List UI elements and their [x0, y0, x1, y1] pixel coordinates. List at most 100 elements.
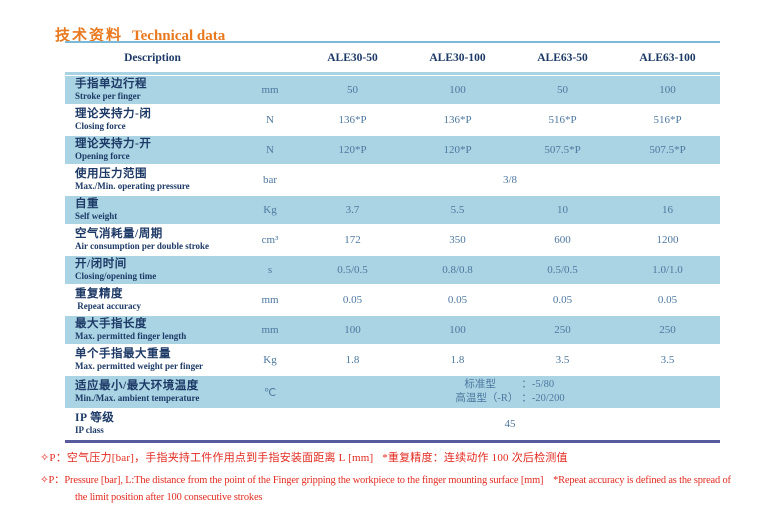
cell-value: 100 [449, 84, 466, 96]
cell-value: 0.5/0.5 [547, 264, 578, 276]
temperature-line: 高温型（-R） ：-20/200 [455, 392, 564, 406]
cell-value: 1.8 [450, 354, 465, 366]
temperature-values: 标准型 ：-5/80 高温型（-R） ：-20/200 [455, 378, 564, 405]
cell-value: 172 [344, 234, 361, 246]
table-row: 理论夹持力-开 Opening force N 120*P 120*P 507.5*P 50… [65, 135, 720, 165]
row-label-english: Repeat accuracy [75, 301, 141, 312]
table-row: 适应最小/最大环境温度 Min./Max. ambient temperature… [65, 375, 720, 409]
table-header-underline [65, 72, 720, 75]
table-row: 空气消耗量/周期 Air consumption per double strok… [65, 225, 720, 255]
cell-value: 120*P [443, 144, 472, 156]
table-row: 单个手指最大重量 Max. permitted weight per finger… [65, 345, 720, 375]
row-label-chinese: 自重 [75, 197, 99, 210]
cell-value: 3.7 [345, 204, 360, 216]
temperature-range: ：-5/80 [521, 379, 555, 391]
cell-value: 136*P [443, 114, 472, 126]
cell-span-value: 3/8 [502, 174, 518, 186]
row-label-chinese: IP 等级 [75, 411, 115, 424]
row-label-english: Closing force [75, 121, 126, 132]
cell-value: 16 [662, 204, 673, 216]
row-label-english: Closing/opening time [75, 271, 157, 282]
row-label-english: Max./Min. operating pressure [75, 181, 190, 192]
row-label-chinese: 手指单边行程 [75, 77, 147, 90]
cell-value: 600 [554, 234, 571, 246]
temperature-range: ：-20/200 [521, 393, 565, 404]
cell-value: 250 [659, 324, 676, 336]
cell-value: 100 [344, 324, 361, 336]
cell-value: 136*P [338, 114, 367, 126]
row-description: 空气消耗量/周期 Air consumption per double strok… [65, 228, 240, 252]
cell-value: 0.05 [657, 294, 678, 306]
page-title: 技术资料 Technical data [40, 7, 225, 62]
footnote-line: ✧P：Pressure [bar], L:The distance from t… [40, 475, 731, 486]
row-unit: bar [262, 174, 278, 186]
table-top-border [65, 41, 720, 43]
row-description: 理论夹持力-开 Opening force [65, 138, 240, 162]
cell-value: 1200 [656, 234, 679, 246]
cell-value: 3.5 [660, 354, 675, 366]
row-unit: Kg [263, 204, 277, 216]
cell-value: 100 [659, 84, 676, 96]
page-title-chinese: 技术资料 [55, 28, 124, 44]
cell-value: 1.8 [345, 354, 360, 366]
table-body: 手指单边行程 Stroke per finger mm 50 100 50 100 理论夹持力… [65, 75, 720, 439]
row-unit: cm³ [261, 234, 279, 246]
table-row: 最大手指长度 Max. permitted finger length mm 100 1… [65, 315, 720, 345]
row-description: 开/闭时间 Closing/opening time [65, 258, 240, 282]
cell-value: 50 [557, 84, 568, 96]
cell-value: 350 [449, 234, 466, 246]
table-row: 理论夹持力-闭 Closing force N 136*P 136*P 516*P 516*… [65, 105, 720, 135]
cell-value: 507.5*P [544, 144, 581, 156]
row-label-english: Max. permitted weight per finger [75, 361, 204, 372]
table-header-row: Description ALE30-50 ALE30-100 ALE63-50 ALE6… [65, 43, 720, 72]
row-unit: N [266, 144, 274, 156]
temperature-type-label: 高温型（-R） [455, 393, 519, 404]
row-label-chinese: 使用压力范围 [75, 167, 147, 180]
row-unit: Kg [263, 354, 277, 366]
table-row: IP 等级 IP class 45 [65, 409, 720, 439]
row-label-english: Self weight [75, 211, 118, 222]
temperature-line: 标准型 ：-5/80 [455, 378, 564, 392]
column-header-ale63-50: ALE63-50 [537, 51, 588, 64]
row-label-english: Max. permitted finger length [75, 331, 187, 342]
cell-value: 0.5/0.5 [337, 264, 368, 276]
table-row: 自重 Self weight Kg 3.7 5.5 10 16 [65, 195, 720, 225]
cell-value: 507.5*P [649, 144, 686, 156]
cell-value: 50 [347, 84, 358, 96]
column-header-ale63-100: ALE63-100 [639, 51, 696, 64]
row-label-chinese: 最大手指长度 [75, 317, 147, 330]
cell-value: 0.05 [447, 294, 468, 306]
footnote-line: ✧P：空气压力[bar]，手指夹持工件作用点到手指安装面距离 L [mm] *重… [40, 452, 568, 464]
cell-value: 250 [554, 324, 571, 336]
row-description: 使用压力范围 Max./Min. operating pressure [65, 168, 240, 192]
row-label-english: Opening force [75, 151, 130, 162]
row-description: 单个手指最大重量 Max. permitted weight per finger [65, 348, 240, 372]
table-row: 手指单边行程 Stroke per finger mm 50 100 50 100 [65, 75, 720, 105]
row-description: 手指单边行程 Stroke per finger [65, 78, 240, 102]
row-label-chinese: 单个手指最大重量 [75, 347, 171, 360]
cell-value: 3.5 [555, 354, 570, 366]
row-label-english: Air consumption per double stroke [75, 241, 210, 252]
cell-value: 516*P [653, 114, 682, 126]
cell-span-value: 标准型 ：-5/80 高温型（-R） ：-20/200 [300, 378, 720, 405]
cell-span-value: 45 [504, 418, 516, 430]
row-label-chinese: 理论夹持力-闭 [75, 107, 152, 120]
footnotes: ✧P：空气压力[bar]，手指夹持工件作用点到手指安装面距离 L [mm] *重… [40, 449, 760, 509]
row-description: 最大手指长度 Max. permitted finger length [65, 318, 240, 342]
row-label-english: IP class [75, 425, 104, 436]
column-header-ale30-100: ALE30-100 [429, 51, 486, 64]
row-label-english: Min./Max. ambient temperature [75, 393, 200, 404]
row-label-chinese: 适应最小/最大环境温度 [75, 379, 199, 392]
column-header-description: Description [124, 51, 181, 64]
row-unit: mm [261, 324, 279, 336]
row-description: 理论夹持力-闭 Closing force [65, 108, 240, 132]
column-header-ale30-50: ALE30-50 [327, 51, 378, 64]
footnote-line: the limit position after 100 consecutive… [75, 492, 263, 503]
temperature-type-label: 标准型 [464, 379, 496, 391]
row-description: 适应最小/最大环境温度 Min./Max. ambient temperature [65, 380, 240, 404]
row-description: IP 等级 IP class [65, 412, 240, 436]
cell-value: 516*P [548, 114, 577, 126]
row-label-chinese: 理论夹持力-开 [75, 137, 152, 150]
row-unit: N [266, 114, 274, 126]
